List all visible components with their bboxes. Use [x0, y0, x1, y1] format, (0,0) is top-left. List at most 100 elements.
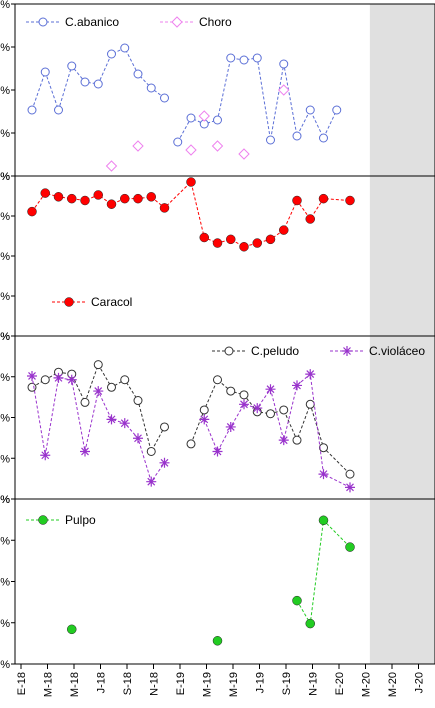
y-tick-label: % [0, 128, 10, 140]
y-tick-label: % [0, 494, 10, 506]
data-point [279, 59, 289, 69]
data-point [53, 372, 64, 383]
data-point [199, 232, 209, 243]
data-point [278, 435, 289, 446]
data-point [186, 439, 196, 449]
x-tick-label: N-19 [308, 672, 320, 696]
y-tick-label: % [0, 171, 10, 183]
data-point [67, 61, 77, 71]
x-tick-label: M-20 [361, 672, 373, 697]
data-point [332, 105, 342, 115]
data-point [93, 190, 103, 200]
x-tick-label: M-20 [387, 672, 399, 697]
data-point [318, 469, 329, 480]
data-point [53, 192, 64, 202]
y-tick-label: % [0, 659, 10, 671]
x-tick-label: S-18 [122, 672, 134, 695]
data-point [265, 384, 276, 395]
data-point [212, 446, 223, 457]
data-point [279, 405, 289, 415]
data-point [159, 457, 170, 468]
data-point [80, 397, 90, 407]
data-point [345, 482, 355, 493]
data-point [252, 53, 262, 63]
data-point [345, 195, 355, 206]
x-tick-label: M-19 [202, 672, 214, 697]
data-point [27, 382, 37, 392]
data-point [105, 160, 118, 172]
data-point [252, 238, 262, 248]
data-point [160, 93, 169, 103]
data-point [292, 380, 302, 391]
data-point [305, 369, 316, 380]
data-point [132, 140, 144, 152]
data-point [64, 297, 74, 307]
data-point [318, 193, 329, 204]
data-point [224, 346, 234, 356]
data-point [226, 386, 236, 396]
data-point [159, 203, 170, 213]
data-point [238, 148, 250, 160]
data-point [119, 418, 130, 429]
data-point [107, 49, 116, 59]
y-tick-label: % [0, 577, 10, 589]
data-point [27, 370, 37, 381]
x-tick-label: J-19 [255, 672, 267, 693]
data-point [146, 83, 156, 93]
data-point [305, 618, 315, 629]
y-tick-label: % [0, 291, 10, 303]
y-tick-label: % [0, 251, 10, 263]
data-point [239, 242, 249, 252]
y-tick-label: % [0, 171, 10, 183]
data-point [106, 414, 117, 425]
y-tick-label: % [0, 85, 10, 97]
series-line [296, 519, 351, 626]
data-point [252, 403, 263, 414]
data-point [93, 360, 103, 370]
data-point [239, 399, 249, 410]
data-point [185, 144, 197, 156]
data-point [133, 69, 143, 79]
x-tick-label: E-20 [334, 672, 346, 695]
data-point [146, 446, 156, 456]
data-point [266, 135, 275, 145]
data-point [171, 16, 183, 28]
data-point [93, 79, 103, 89]
y-tick-label: % [0, 211, 10, 223]
data-point [305, 214, 315, 224]
x-tick-label: M-18 [43, 672, 55, 697]
data-point [266, 409, 275, 419]
data-point [265, 234, 276, 245]
y-tick-label: % [0, 42, 10, 54]
data-point [186, 177, 196, 187]
data-point [199, 414, 210, 425]
data-point [40, 375, 50, 385]
legend-label: C.abanico [65, 15, 119, 29]
y-tick-label: % [0, 0, 10, 11]
data-point [40, 188, 50, 198]
data-point [146, 476, 157, 487]
data-point [66, 374, 77, 385]
legend-label: Pulpo [65, 513, 96, 527]
data-point [279, 225, 289, 235]
data-point [120, 375, 130, 385]
data-point [106, 199, 117, 209]
data-point [186, 113, 196, 123]
data-point [133, 396, 143, 406]
data-point [319, 133, 328, 143]
data-point [27, 206, 37, 217]
data-point [225, 421, 236, 432]
data-point [292, 435, 302, 445]
legend-label: Caracol [91, 295, 132, 309]
data-point [40, 67, 50, 77]
data-point [199, 405, 209, 415]
data-point [278, 84, 290, 96]
data-point [226, 234, 236, 245]
data-point [133, 193, 143, 204]
series-line [31, 181, 351, 248]
x-tick-label: S-19 [281, 672, 293, 695]
data-point [292, 595, 302, 606]
data-point [173, 137, 183, 147]
